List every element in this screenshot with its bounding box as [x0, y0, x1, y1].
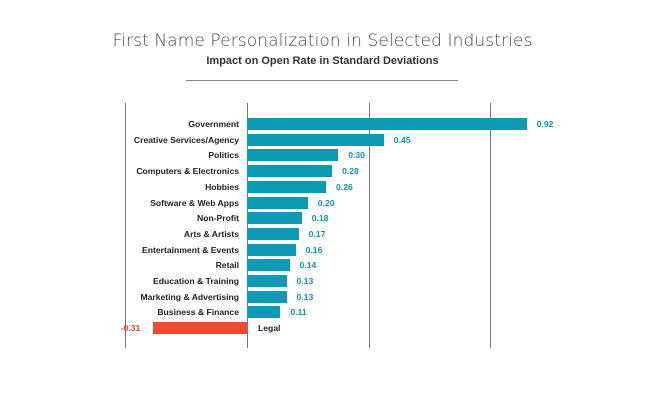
- bar: [247, 149, 339, 162]
- chart-subtitle: Impact on Open Rate in Standard Deviatio…: [206, 55, 439, 67]
- value-label: 0.17: [308, 228, 326, 239]
- bar: [247, 118, 527, 130]
- value-label: 0.11: [290, 307, 307, 318]
- category-label: Legal: [258, 323, 281, 334]
- bar-row: Politics 0.30: [0, 149, 665, 162]
- value-label: 0.30: [348, 150, 365, 161]
- gridline: [125, 103, 126, 348]
- gridline: [369, 103, 370, 348]
- chart-title: First Name Personalization in Selected I…: [112, 31, 533, 51]
- category-label: Creative Services/Agency: [133, 134, 239, 145]
- value-label: 0.45: [393, 134, 411, 145]
- value-label: 0.20: [317, 197, 335, 208]
- bar-row: Education & Training 0.13: [0, 275, 665, 288]
- category-label: Retail: [215, 260, 239, 271]
- category-label: Non-Profit: [196, 213, 239, 224]
- category-label: Hobbies: [205, 181, 239, 192]
- bar: [247, 180, 327, 193]
- value-label: 0.28: [342, 166, 359, 177]
- gridline: [490, 103, 491, 348]
- bar-row: Government 0.92: [0, 118, 665, 131]
- bar: [247, 212, 302, 225]
- bar: [247, 243, 296, 256]
- category-label: Business & Finance: [157, 307, 239, 318]
- value-label: -0.31: [120, 323, 141, 334]
- category-label: Politics: [208, 150, 239, 161]
- value-label: 0.92: [536, 119, 554, 129]
- bar-row: Software & Web Apps 0.20: [0, 196, 665, 210]
- value-label: 0.18: [311, 213, 329, 224]
- bar: [247, 290, 287, 303]
- title-divider: [186, 80, 458, 81]
- bar: [247, 259, 290, 272]
- bar: [247, 227, 299, 240]
- bar-row: Marketing & Advertising 0.13: [0, 290, 665, 304]
- category-label: Computers & Electronics: [136, 166, 239, 177]
- category-label: Marketing & Advertising: [140, 291, 239, 302]
- category-label: Government: [188, 119, 239, 129]
- value-label: 0.13: [296, 291, 314, 302]
- category-label: Education & Training: [153, 276, 239, 286]
- bar-row: Computers & Electronics 0.28: [0, 165, 665, 178]
- category-label: Software & Web Apps: [150, 197, 239, 208]
- category-label: Entertainment & Events: [142, 244, 239, 255]
- bar: [247, 165, 333, 178]
- value-label: 0.14: [299, 260, 317, 271]
- bar: [247, 133, 384, 146]
- bar: [152, 322, 247, 335]
- bar-row: Non-Profit 0.18: [0, 212, 665, 225]
- bar: [247, 275, 287, 287]
- value-label: 0.16: [305, 244, 323, 255]
- bar-row: Legal -0.31: [0, 322, 665, 335]
- bar-row: Creative Services/Agency 0.45: [0, 133, 665, 147]
- value-label: 0.26: [336, 181, 353, 192]
- category-label: Arts & Artists: [183, 228, 239, 239]
- bar: [247, 196, 308, 209]
- bar-row: Arts & Artists 0.17: [0, 227, 665, 241]
- bar-row: Hobbies 0.26: [0, 180, 665, 194]
- bar-row: Business & Finance 0.11: [0, 306, 665, 319]
- gridline: [247, 103, 248, 348]
- bar-row: Entertainment & Events 0.16: [0, 243, 665, 257]
- bar: [247, 306, 281, 319]
- value-label: 0.13: [296, 276, 314, 286]
- bar-row: Retail 0.14: [0, 259, 665, 272]
